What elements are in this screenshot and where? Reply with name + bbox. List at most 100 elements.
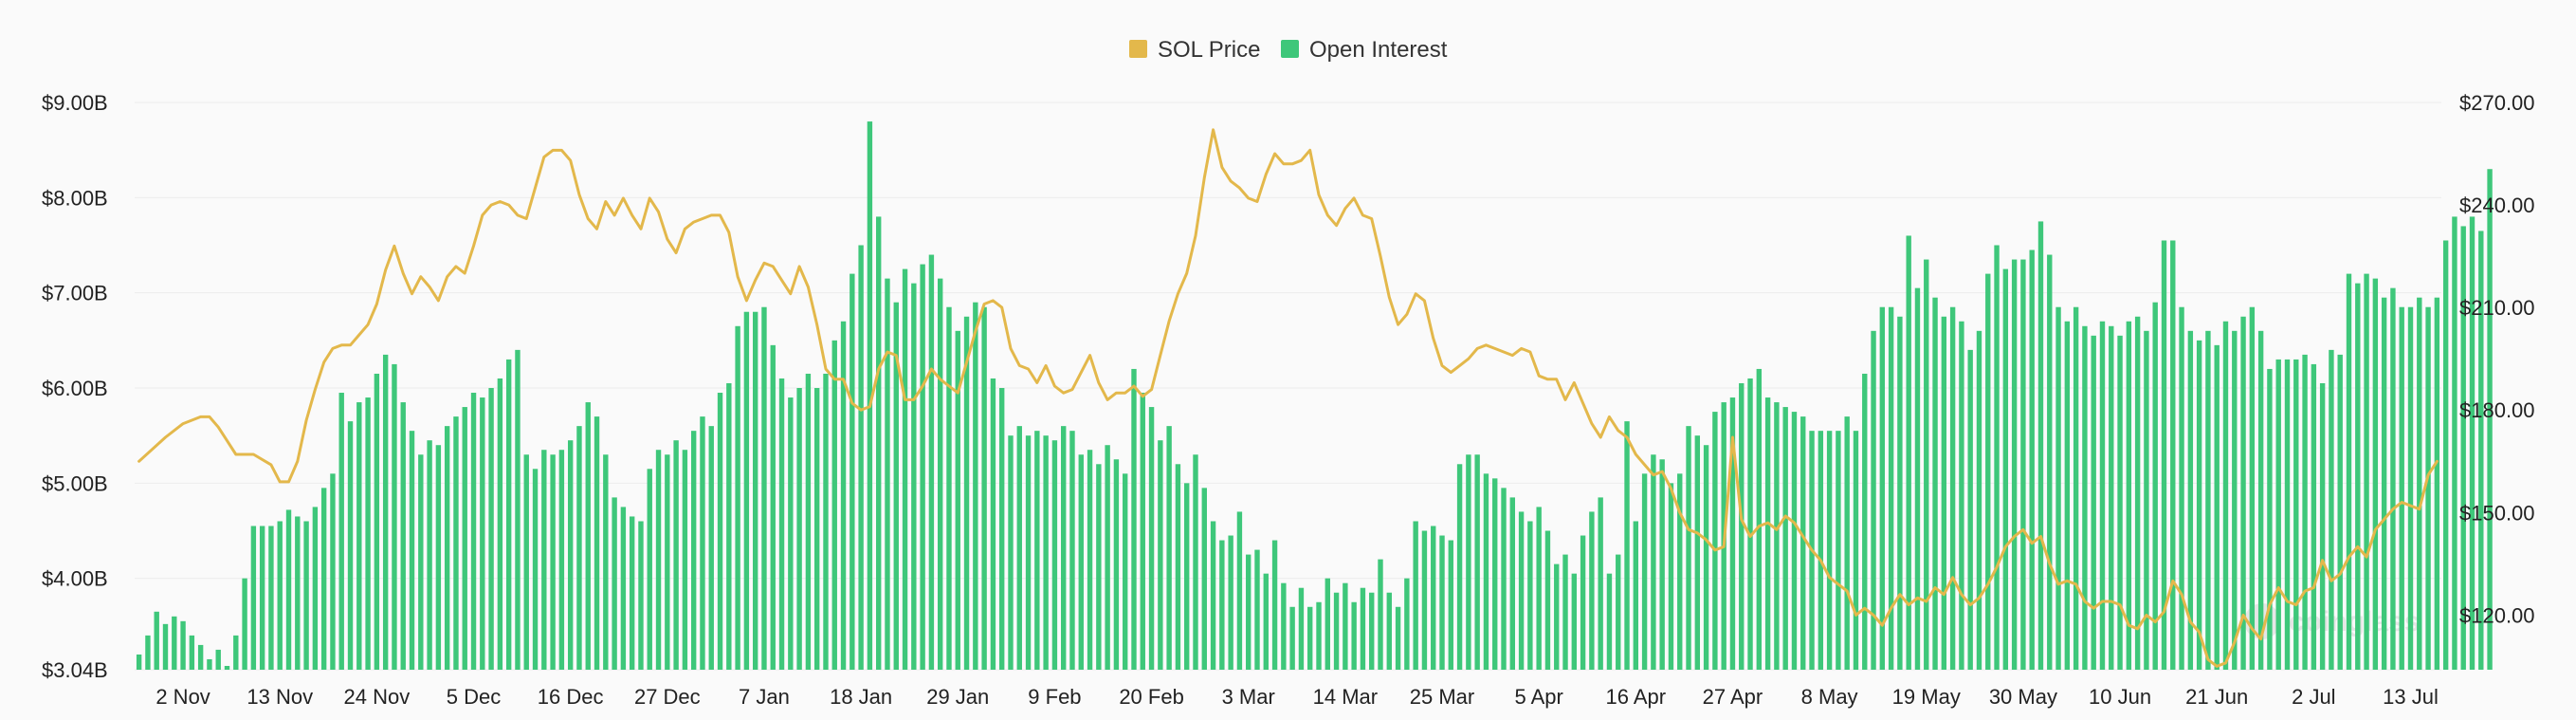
oi-bar[interactable] bbox=[567, 440, 574, 670]
oi-bar[interactable] bbox=[1544, 530, 1551, 670]
oi-bar[interactable] bbox=[805, 373, 812, 670]
oi-bar[interactable] bbox=[761, 306, 767, 670]
oi-bar[interactable] bbox=[1844, 416, 1850, 670]
oi-bar[interactable] bbox=[647, 469, 652, 670]
oi-bar[interactable] bbox=[1729, 397, 1736, 670]
oi-bar[interactable] bbox=[1677, 473, 1683, 670]
oi-bar[interactable] bbox=[955, 330, 960, 670]
oi-bar[interactable] bbox=[1756, 368, 1763, 670]
oi-bar[interactable] bbox=[840, 321, 847, 670]
oi-bar[interactable] bbox=[2275, 359, 2281, 670]
oi-bar[interactable] bbox=[752, 311, 758, 670]
oi-bar[interactable] bbox=[320, 488, 327, 670]
oi-bar[interactable] bbox=[999, 388, 1005, 670]
oi-bar[interactable] bbox=[197, 644, 204, 670]
oi-bar[interactable] bbox=[2214, 344, 2220, 670]
oi-bar[interactable] bbox=[1263, 573, 1269, 670]
oi-bar[interactable] bbox=[1148, 407, 1155, 670]
oi-bar[interactable] bbox=[813, 388, 820, 670]
oi-bar[interactable] bbox=[2311, 363, 2317, 670]
oi-bar[interactable] bbox=[2037, 221, 2044, 671]
oi-bar[interactable] bbox=[1236, 511, 1243, 670]
oi-bar[interactable] bbox=[1105, 445, 1110, 670]
oi-bar[interactable] bbox=[480, 397, 485, 670]
oi-bar[interactable] bbox=[435, 445, 442, 670]
oi-bar[interactable] bbox=[938, 278, 943, 670]
oi-bar[interactable] bbox=[1096, 464, 1102, 670]
oi-bar[interactable] bbox=[2319, 382, 2326, 670]
oi-bar[interactable] bbox=[1791, 412, 1798, 670]
oi-bar[interactable] bbox=[1668, 483, 1674, 670]
oi-bar[interactable] bbox=[2179, 306, 2184, 670]
oi-bar[interactable] bbox=[2029, 249, 2035, 670]
oi-bar[interactable] bbox=[207, 658, 212, 670]
oi-bar[interactable] bbox=[1633, 521, 1638, 670]
oi-bar[interactable] bbox=[2487, 169, 2493, 671]
oi-bar[interactable] bbox=[1562, 554, 1568, 670]
oi-bar[interactable] bbox=[347, 421, 354, 670]
oi-bar[interactable] bbox=[233, 635, 239, 670]
oi-bar[interactable] bbox=[2099, 321, 2106, 670]
oi-bar[interactable] bbox=[2284, 359, 2291, 670]
oi-bar[interactable] bbox=[1343, 582, 1348, 670]
oi-bar[interactable] bbox=[1518, 511, 1525, 670]
oi-bar[interactable] bbox=[2257, 330, 2264, 670]
oi-bar[interactable] bbox=[285, 509, 292, 670]
oi-bar[interactable] bbox=[1879, 306, 1886, 670]
oi-bar[interactable] bbox=[409, 431, 415, 670]
oi-bar[interactable] bbox=[1800, 416, 1806, 670]
oi-bar[interactable] bbox=[1994, 245, 2000, 671]
oi-bar[interactable] bbox=[1316, 601, 1322, 670]
oi-bar[interactable] bbox=[1404, 578, 1410, 670]
oi-bar[interactable] bbox=[1369, 592, 1375, 670]
oi-bar[interactable] bbox=[1051, 440, 1058, 670]
oi-bar[interactable] bbox=[920, 264, 925, 670]
oi-bar[interactable] bbox=[1281, 582, 1287, 670]
oi-bar[interactable] bbox=[2109, 325, 2114, 670]
oi-bar[interactable] bbox=[2205, 330, 2211, 670]
oi-bar[interactable] bbox=[1298, 587, 1305, 670]
oi-bar[interactable] bbox=[665, 454, 670, 670]
oi-bar[interactable] bbox=[427, 440, 432, 670]
oi-bar[interactable] bbox=[2161, 240, 2167, 671]
oi-bar[interactable] bbox=[2434, 297, 2440, 670]
oi-bar[interactable] bbox=[488, 388, 494, 670]
oi-bar[interactable] bbox=[2337, 354, 2343, 670]
oi-bar[interactable] bbox=[1641, 473, 1648, 670]
oi-bar[interactable] bbox=[2002, 268, 2009, 670]
oi-bar[interactable] bbox=[1659, 459, 1665, 670]
oi-bar[interactable] bbox=[2346, 273, 2352, 670]
oi-bar[interactable] bbox=[1325, 578, 1330, 670]
oi-bar[interactable] bbox=[850, 273, 855, 670]
oi-bar[interactable] bbox=[154, 611, 159, 670]
oi-bar[interactable] bbox=[1140, 393, 1145, 670]
oi-bar[interactable] bbox=[1782, 407, 1788, 670]
oi-bar[interactable] bbox=[1131, 368, 1137, 670]
oi-bar[interactable] bbox=[1764, 397, 1771, 670]
oi-bar[interactable] bbox=[788, 397, 794, 670]
oi-bar[interactable] bbox=[2240, 316, 2246, 670]
oi-bar[interactable] bbox=[1853, 431, 1859, 670]
oi-bar[interactable] bbox=[831, 340, 837, 670]
oi-bar[interactable] bbox=[2460, 226, 2466, 670]
oi-bar[interactable] bbox=[162, 623, 169, 670]
oi-bar[interactable] bbox=[990, 378, 996, 670]
oi-bar[interactable] bbox=[400, 402, 406, 670]
oi-bar[interactable] bbox=[1527, 521, 1533, 670]
oi-bar[interactable] bbox=[1034, 431, 1040, 670]
oi-bar[interactable] bbox=[1043, 435, 1049, 670]
oi-bar[interactable] bbox=[867, 121, 873, 670]
oi-bar[interactable] bbox=[717, 393, 723, 670]
oi-bar[interactable] bbox=[2302, 354, 2308, 670]
oi-bar[interactable] bbox=[374, 373, 380, 670]
oi-bar[interactable] bbox=[1158, 440, 1163, 670]
oi-bar[interactable] bbox=[1624, 421, 1630, 670]
oi-bar[interactable] bbox=[2170, 240, 2176, 671]
oi-bar[interactable] bbox=[1289, 606, 1295, 670]
oi-bar[interactable] bbox=[1606, 573, 1613, 670]
oi-bar[interactable] bbox=[2126, 321, 2132, 670]
oi-bar[interactable] bbox=[1554, 563, 1560, 670]
oi-bar[interactable] bbox=[1069, 431, 1075, 670]
oi-bar[interactable] bbox=[743, 311, 750, 670]
oi-bar[interactable] bbox=[1686, 426, 1691, 670]
